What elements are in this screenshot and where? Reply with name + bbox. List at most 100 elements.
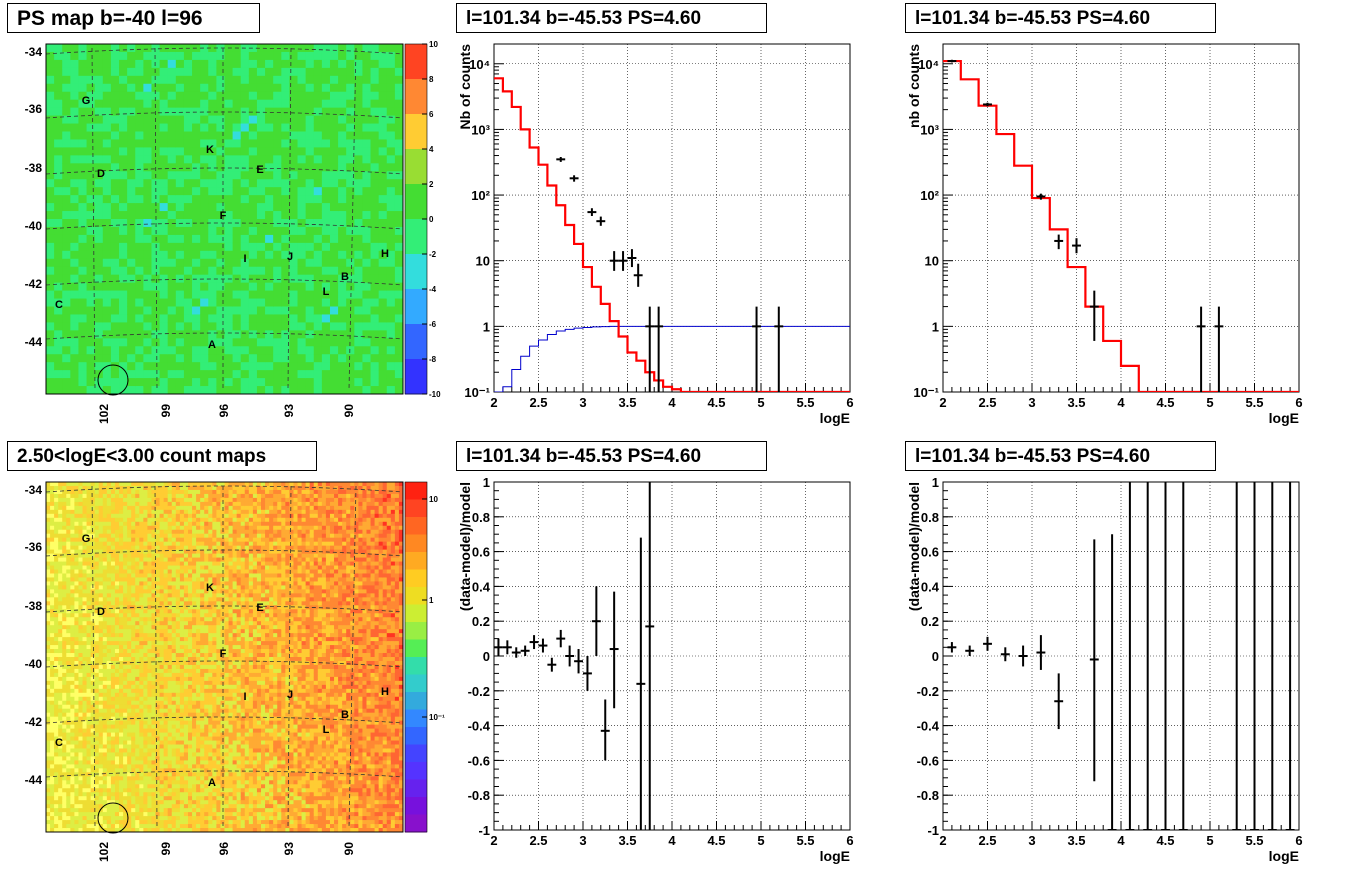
heatmap-cell [54,91,63,101]
heatmap-cell [147,581,152,586]
heatmap-cell [102,748,108,753]
heatmap-cell [70,234,79,244]
heatmap-cell [70,501,75,507]
heatmap-cell [98,605,104,610]
heatmap-cell [123,529,128,535]
colorbar-step [405,184,427,202]
heatmap-cell [98,680,104,686]
heatmap-cell [135,234,144,244]
heatmap-cell [167,179,177,188]
heatmap-cell [167,617,173,622]
heatmap-cell [82,541,88,547]
heatmap-cell [70,250,79,260]
heatmap-cell [338,91,347,101]
heatmap-cell [232,362,242,371]
heatmap-cell [127,274,136,284]
heatmap-cell [179,621,185,626]
heatmap-cell [143,298,152,307]
heatmap-cell [58,744,63,749]
heatmap-cell [94,195,104,204]
heatmap-cell [78,354,88,363]
y-tick-label: -42 [25,277,43,291]
heatmap-cell [248,370,258,379]
heatmap-cell [297,123,307,132]
heatmap-cell [143,696,148,702]
heatmap-cell [354,187,363,196]
heatmap-cell [265,338,274,347]
heatmap-cell [281,107,290,117]
heatmap-cell [90,482,96,487]
heatmap-cell [147,489,152,495]
heatmap-cell [110,67,120,77]
heatmap-cell [114,812,120,817]
heatmap-cell [179,657,185,662]
heatmap-cell [86,641,92,646]
heatmap-cell [167,649,173,654]
heatmap-cell [394,115,404,125]
heatmap-cell [46,211,55,220]
heatmap-cell [175,684,181,690]
heatmap-cell [171,680,177,686]
heatmap-cell [216,258,225,268]
heatmap-cell [281,195,290,204]
heatmap-cell [114,736,120,742]
heatmap-cell [127,585,132,590]
heatmap-cell [54,529,59,535]
heatmap-cell [66,537,71,543]
y-tick-label: -38 [25,161,43,175]
y-tick-label: -44 [25,335,43,349]
heatmap-cell [171,485,177,491]
heatmap-cell [159,505,165,511]
heatmap-cell [386,386,396,395]
heatmap-cell [248,314,258,323]
heatmap-cell [74,696,79,702]
heatmap-cell [58,482,63,487]
heatmap-cell [256,370,266,379]
heatmap-cell [265,282,274,292]
heatmap-cell [70,155,79,164]
heatmap-cell [143,780,148,785]
heatmap-cell [151,565,157,570]
heatmap-cell [297,322,307,331]
heatmap-cell [102,589,108,594]
heatmap-cell [58,569,63,574]
heatmap-cell [102,51,112,61]
heatmap-cell [54,99,63,109]
heatmap-cell [78,163,88,172]
heatmap-cell [297,139,307,148]
heatmap-cell [50,704,55,710]
heatmap-cell [151,354,161,363]
heatmap-cell [135,573,140,578]
heatmap-cell [362,250,372,260]
heatmap-cell [175,485,181,491]
heatmap-cell [297,250,307,260]
heatmap-cell [159,497,165,503]
heatmap-cell [70,796,75,801]
heatmap-cell [159,664,165,670]
heatmap-cell [131,501,136,507]
heatmap-cell [143,250,152,260]
heatmap-cell [106,573,112,578]
heatmap-cell [114,808,120,813]
heatmap-cell [256,306,266,315]
heatmap-cell [94,756,100,761]
heatmap-cell [127,306,136,315]
heatmap-cell [70,816,75,821]
heatmap-cell [110,517,116,523]
heatmap-cell [131,828,136,833]
heatmap-cell [46,171,55,180]
heatmap-cell [78,330,88,339]
heatmap-cell [46,593,51,598]
heatmap-cell [94,346,104,355]
heatmap-cell [50,664,55,670]
heatmap-cell [171,585,177,590]
heatmap-cell [62,195,71,204]
heatmap-cell [70,680,75,686]
heatmap-cell [329,51,339,61]
heatmap-cell [192,290,201,300]
heatmap-cell [155,712,161,718]
heatmap-cell [127,211,136,220]
heatmap-cell [70,641,75,646]
heatmap-cell [171,736,177,742]
heatmap-cell [94,708,100,714]
